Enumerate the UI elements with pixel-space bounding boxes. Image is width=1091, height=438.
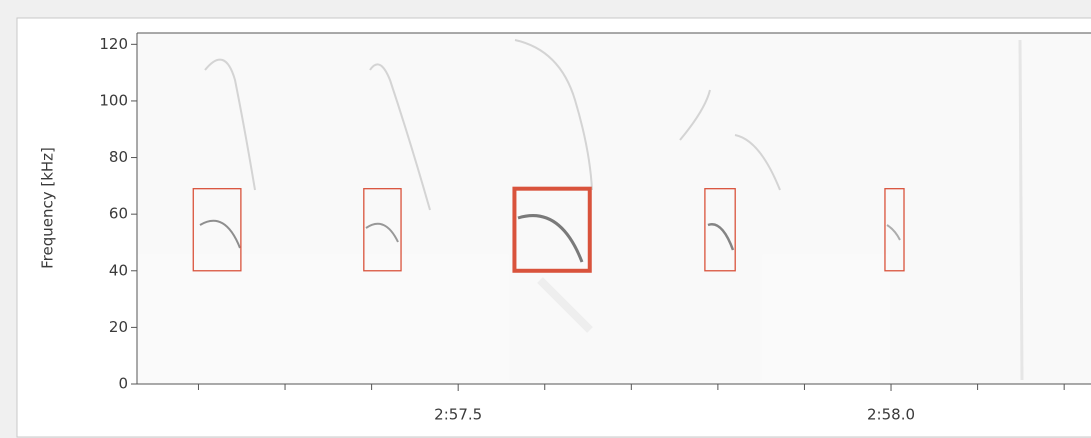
y-tick-label: 60	[109, 205, 128, 223]
y-axis-label: Frequency [kHz]	[39, 147, 57, 269]
selected-detection-box	[512, 186, 592, 273]
detection-box	[704, 188, 736, 272]
y-tick-label: 40	[109, 261, 128, 279]
spectrogram-texture	[137, 33, 1091, 384]
y-tick-label: 100	[99, 91, 128, 109]
y-tick-label: 20	[109, 318, 128, 336]
x-tick-label: 2:57.5	[434, 406, 482, 424]
x-tick-label: 2:58.0	[867, 406, 915, 424]
y-tick-label: 80	[109, 148, 128, 166]
y-tick-label: 120	[99, 35, 128, 53]
y-tick-label: 0	[118, 375, 128, 393]
detection-box	[192, 188, 242, 272]
detection-box	[884, 188, 905, 272]
detection-box	[363, 188, 402, 272]
